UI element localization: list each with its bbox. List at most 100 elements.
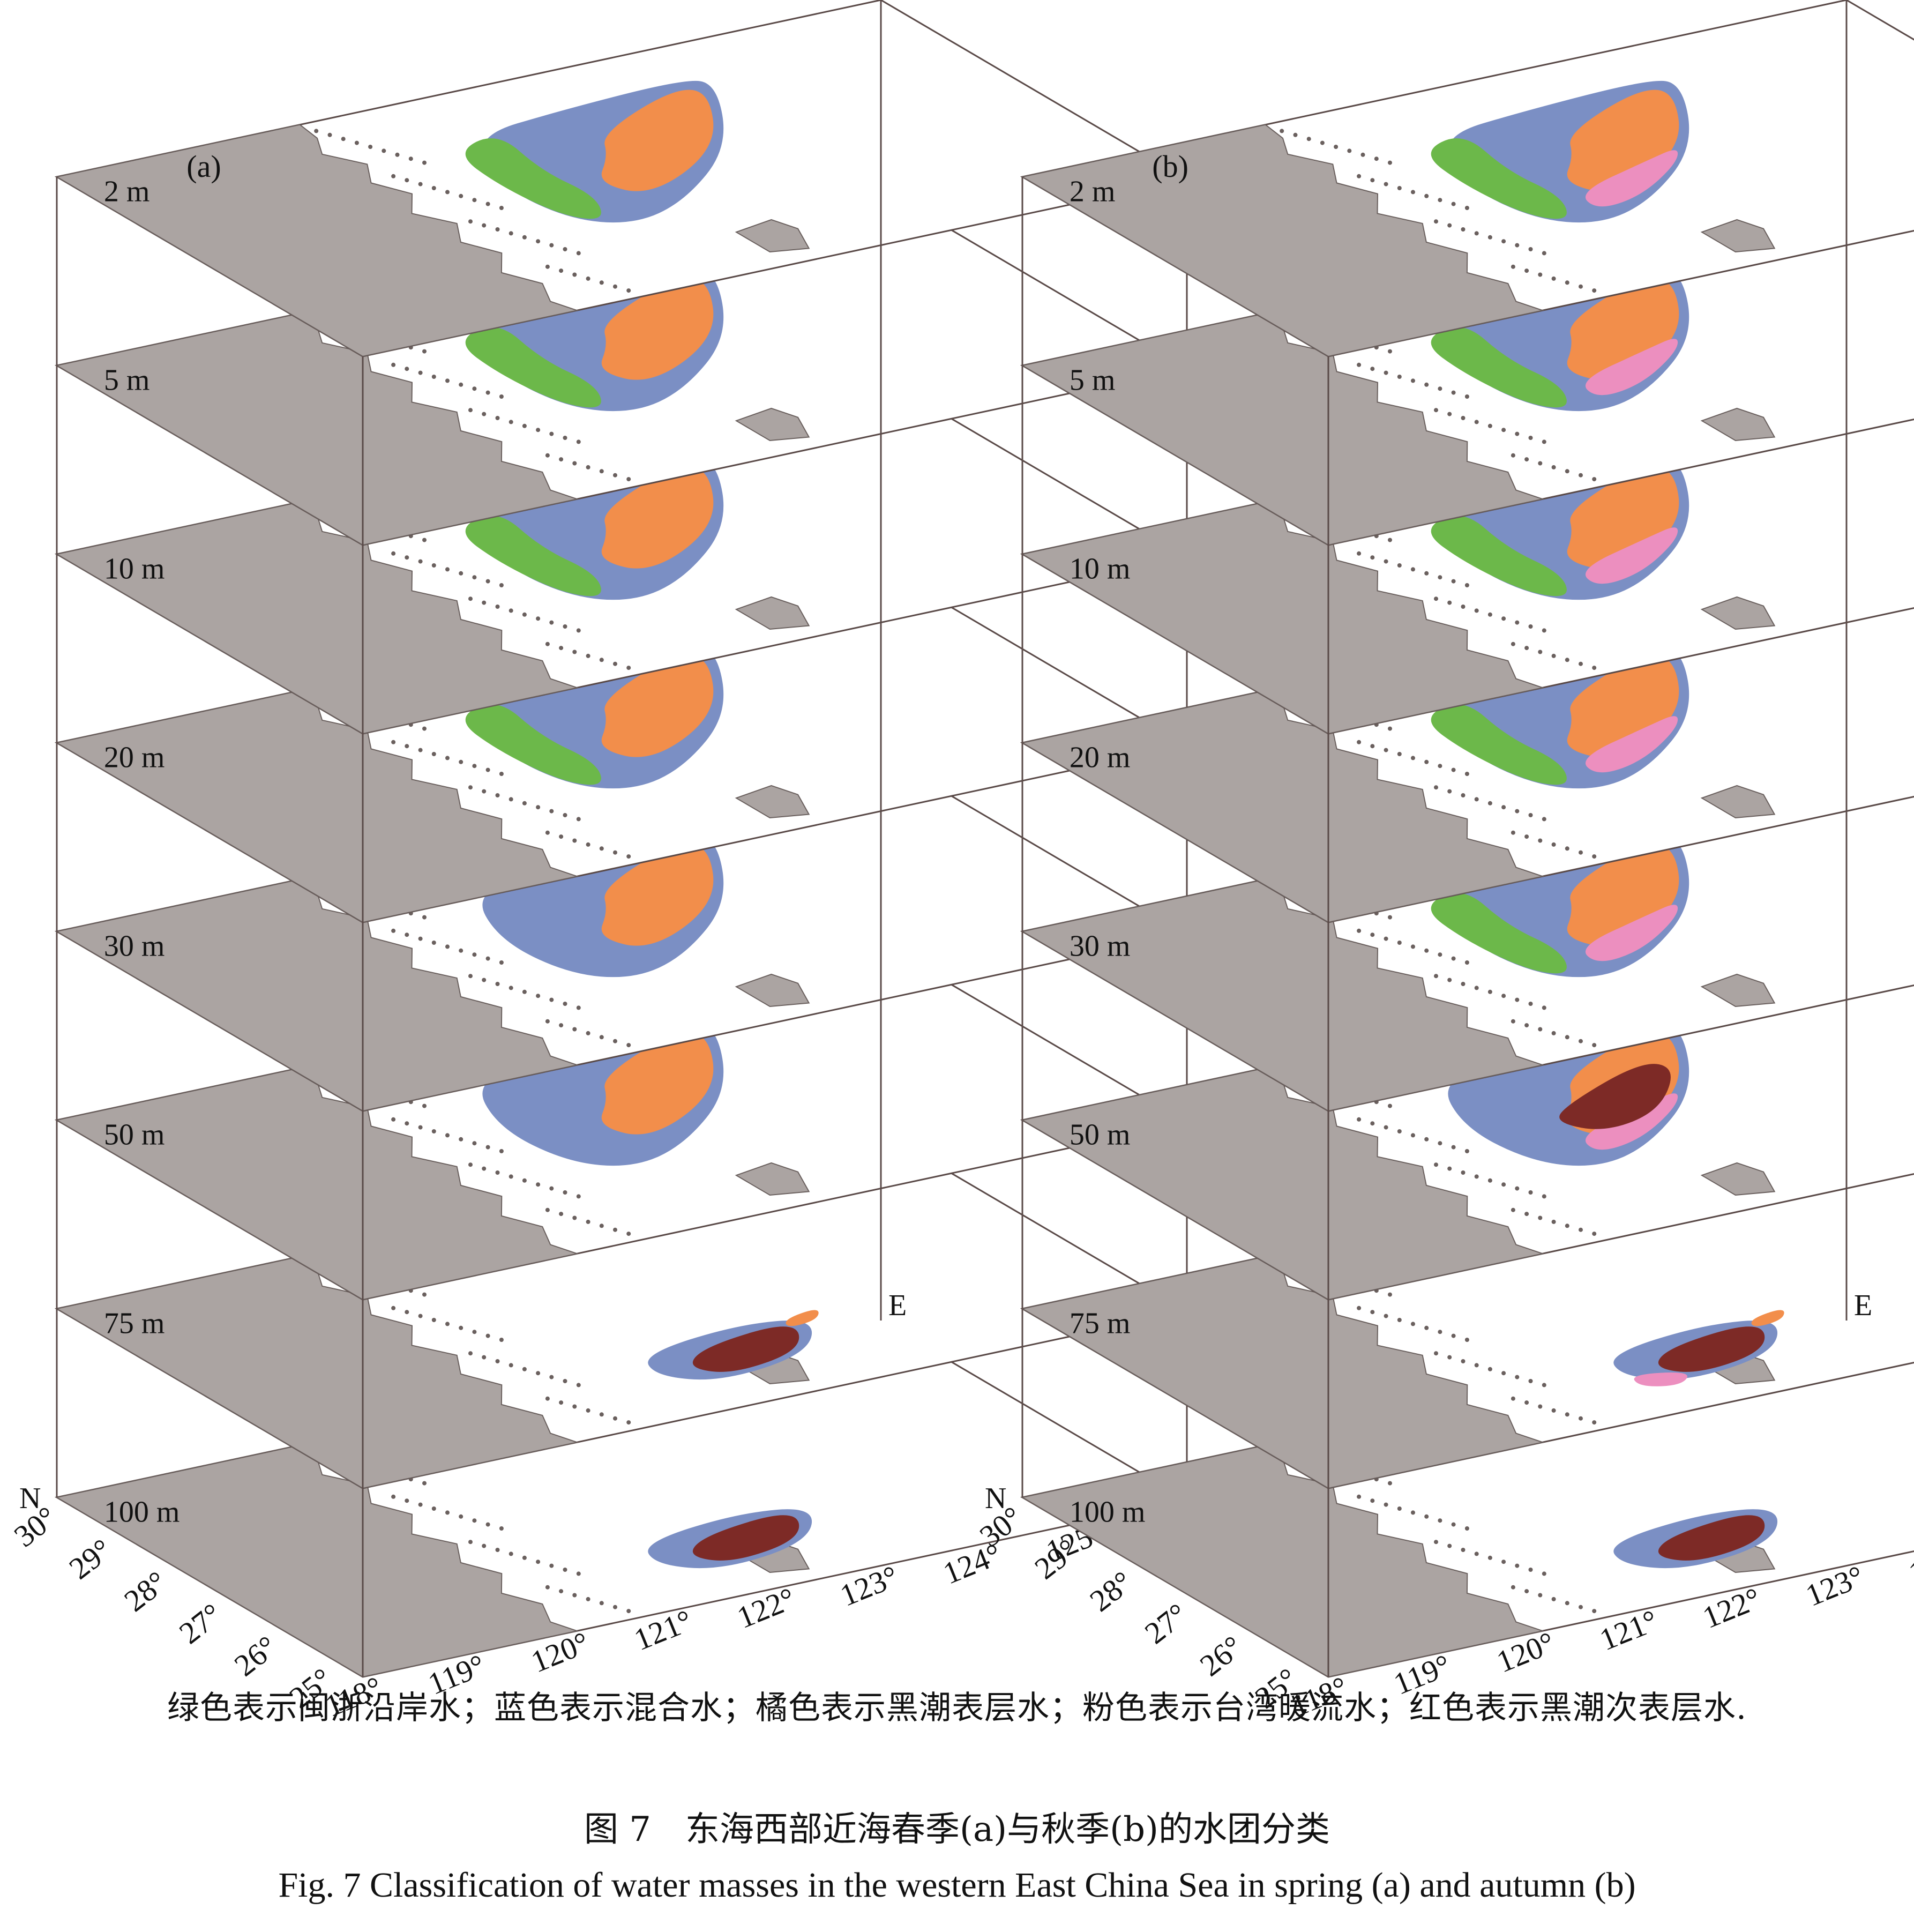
- coastal-island: [1592, 854, 1597, 859]
- coastal-island: [391, 551, 396, 556]
- coastal-island: [431, 186, 436, 190]
- coastal-island: [1565, 1224, 1569, 1228]
- coastal-island: [405, 367, 409, 371]
- coastal-island: [1411, 190, 1415, 195]
- coastal-island: [468, 219, 473, 224]
- coastal-island: [1592, 477, 1597, 482]
- coastal-island: [459, 193, 463, 198]
- coastal-island: [1370, 1310, 1375, 1315]
- coastal-island: [1464, 394, 1469, 399]
- coastal-island: [1370, 1498, 1375, 1503]
- coastal-island: [1411, 944, 1415, 949]
- coastal-island: [1451, 1145, 1456, 1150]
- kuroshio-surface-water: [786, 1310, 819, 1326]
- coastal-island: [1542, 628, 1546, 633]
- coastal-island: [613, 661, 617, 666]
- coastal-island: [536, 994, 541, 998]
- coastal-island: [482, 412, 487, 416]
- coastal-island: [1447, 1166, 1452, 1171]
- coastal-island: [1565, 1035, 1569, 1040]
- coastal-island: [545, 641, 550, 646]
- coastal-island: [599, 1224, 604, 1228]
- coastal-island: [485, 956, 490, 961]
- taiwan-warm-water: [1634, 1372, 1687, 1386]
- coastal-island: [1515, 1563, 1520, 1568]
- coastal-island: [1542, 1005, 1546, 1010]
- coastal-island: [485, 579, 490, 584]
- coastal-island: [391, 1306, 396, 1310]
- coastal-island: [1592, 666, 1597, 670]
- coastal-island: [1461, 416, 1466, 420]
- coastal-island: [559, 457, 564, 462]
- coastal-island: [626, 1609, 631, 1614]
- coastal-island: [495, 982, 500, 986]
- coastal-island: [522, 1178, 527, 1183]
- coastal-island: [1357, 362, 1362, 367]
- mainland-coast: [1021, 501, 1545, 735]
- coastal-island: [495, 1359, 500, 1363]
- coastal-island: [1579, 850, 1583, 855]
- coastal-island: [1451, 1522, 1456, 1527]
- coastal-island: [1447, 412, 1452, 416]
- coastal-island: [536, 239, 541, 244]
- coastal-island: [1538, 1027, 1543, 1032]
- coastal-island: [1579, 1416, 1583, 1421]
- coastal-island: [626, 854, 631, 859]
- coastal-island: [1357, 174, 1362, 178]
- coastal-island: [1515, 620, 1520, 625]
- coastal-island: [1551, 653, 1556, 658]
- coastal-island: [418, 936, 423, 941]
- coastal-island: [431, 752, 436, 756]
- coastal-island: [422, 160, 427, 165]
- coastal-island: [499, 772, 504, 776]
- coastal-island: [1501, 1560, 1506, 1564]
- latitude-tick-label: 27°: [1138, 1597, 1194, 1651]
- coastal-island: [1424, 759, 1429, 764]
- coastal-island: [445, 567, 450, 572]
- coastal-island: [545, 1396, 550, 1401]
- coastal-island: [422, 1103, 427, 1108]
- coastal-island: [1397, 375, 1402, 379]
- coastal-island: [1424, 193, 1429, 198]
- coastal-island: [1538, 272, 1543, 277]
- coastal-island: [1360, 152, 1365, 157]
- depth-layer-50m: 50 m: [54, 942, 1190, 1301]
- coastal-island: [1565, 1412, 1569, 1417]
- coastal-island: [472, 952, 477, 957]
- coastal-island: [599, 1035, 604, 1040]
- coastal-island: [495, 1548, 500, 1552]
- coastal-island: [495, 793, 500, 797]
- taiwan-island: [1700, 973, 1776, 1008]
- coastal-island: [1474, 231, 1479, 236]
- coastal-island: [1388, 1481, 1392, 1486]
- kuroshio-surface-water: [601, 89, 714, 191]
- coastal-water: [1431, 704, 1567, 785]
- coastal-island: [1384, 748, 1388, 752]
- taiwan-island: [1700, 785, 1776, 819]
- coastal-island: [559, 646, 564, 651]
- coastal-island: [391, 928, 396, 933]
- coastal-island: [405, 178, 409, 183]
- coastal-island: [549, 1375, 554, 1379]
- latitude-tick-label: 28°: [118, 1564, 174, 1618]
- coastal-island: [1542, 817, 1546, 822]
- coastal-island: [1515, 997, 1520, 1002]
- coastal-island: [563, 1002, 567, 1006]
- coastal-island: [509, 231, 513, 236]
- coastal-island: [1388, 915, 1392, 920]
- depth-label: 10 m: [1070, 553, 1131, 586]
- coastal-island: [1579, 661, 1583, 666]
- coastal-island: [1438, 764, 1442, 769]
- coastal-island: [509, 986, 513, 990]
- coastal-island: [405, 933, 409, 937]
- coastal-island: [586, 465, 590, 469]
- coastal-island: [1370, 744, 1375, 749]
- mainland-coast: [1021, 878, 1545, 1112]
- kuroshio-surface-water: [601, 655, 714, 757]
- coastal-island: [1501, 428, 1506, 432]
- kuroshio-subsurface-water: [692, 1326, 799, 1372]
- coastal-island: [1320, 140, 1325, 145]
- coastal-island: [445, 1322, 450, 1326]
- coastal-island: [445, 190, 450, 195]
- depth-label: 75 m: [1070, 1307, 1131, 1340]
